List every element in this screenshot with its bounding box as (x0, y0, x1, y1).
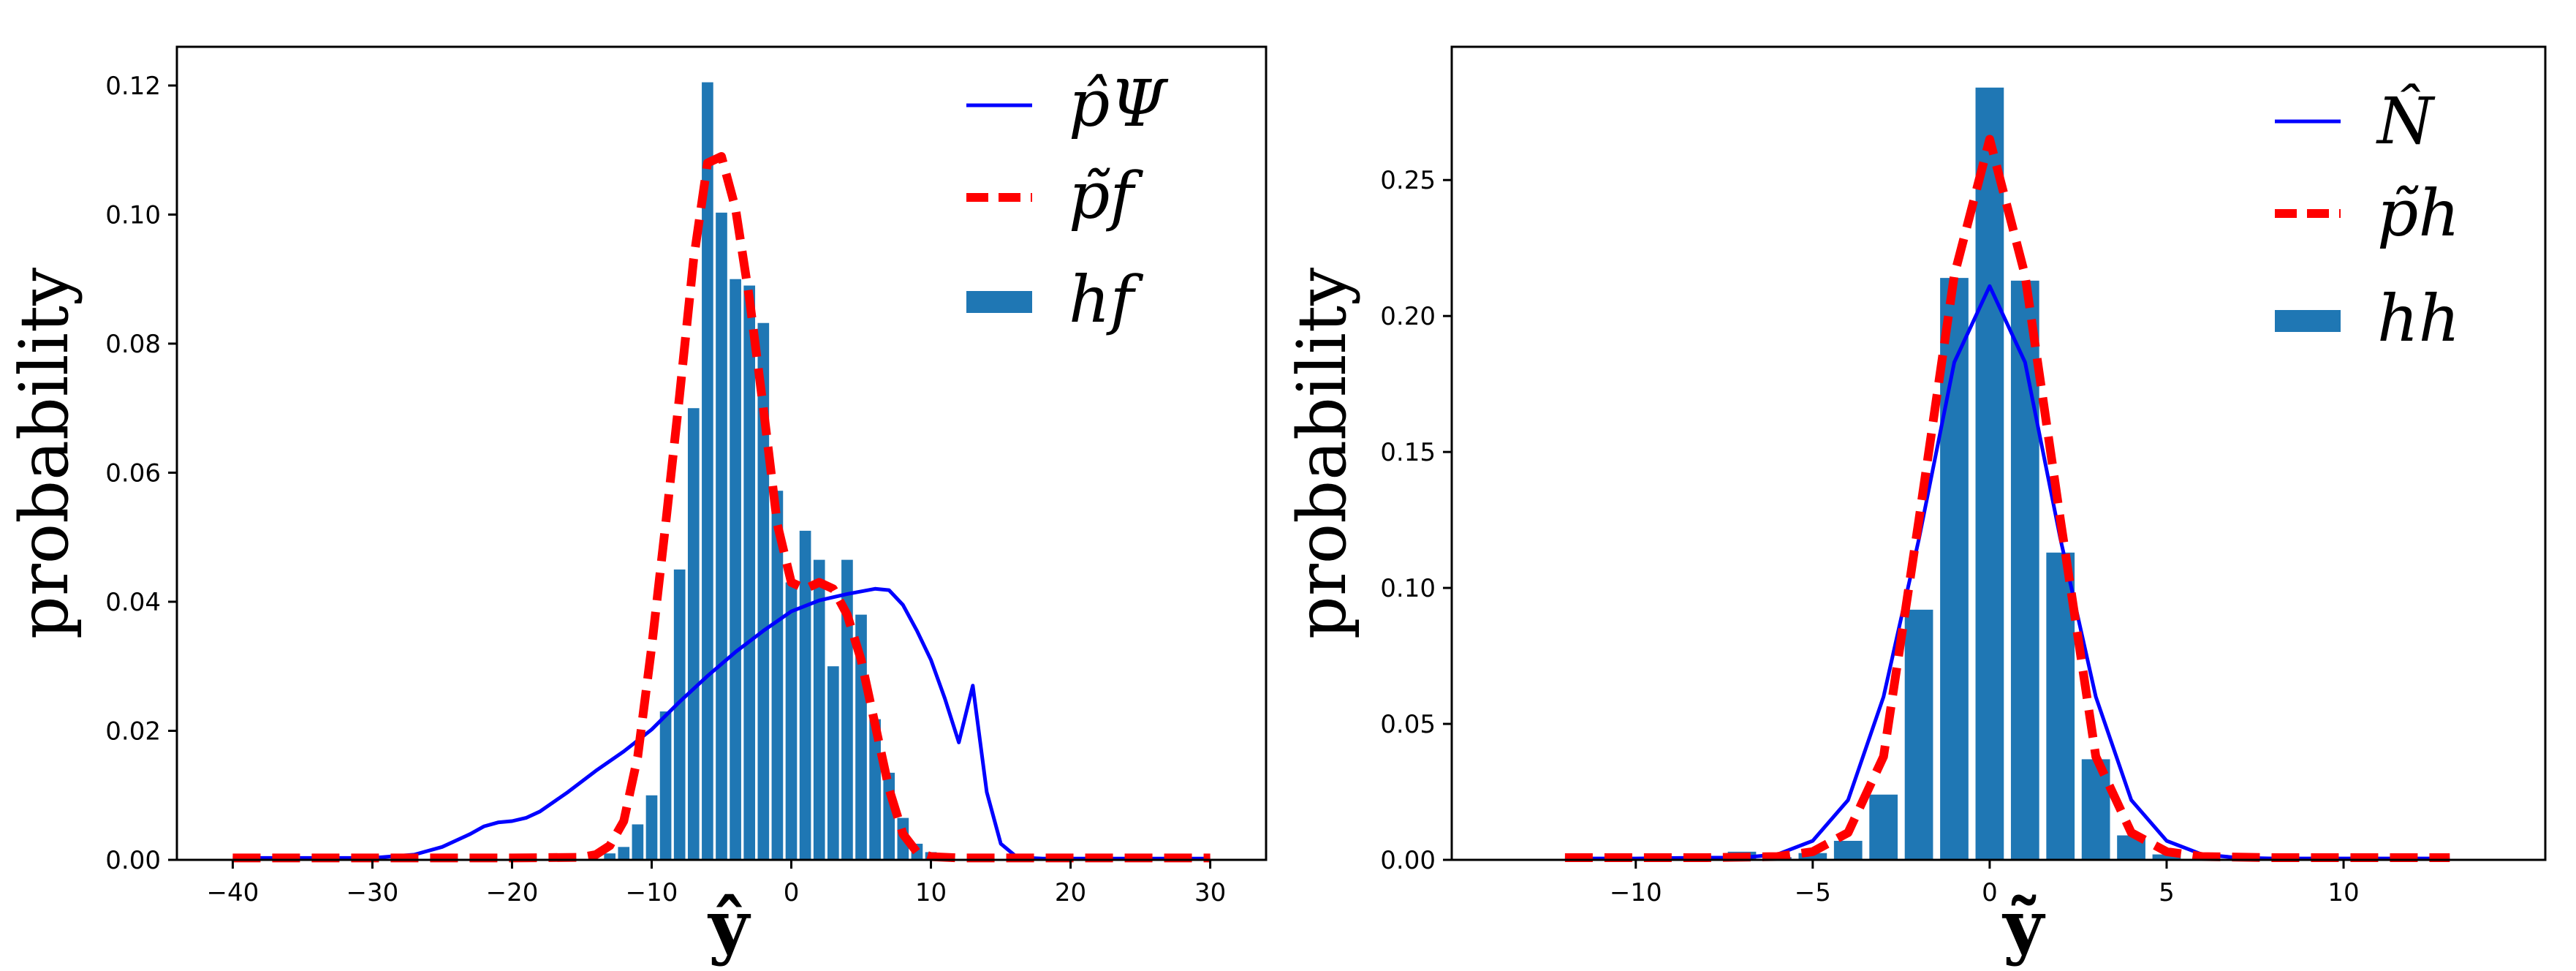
right-axes-frame (1450, 45, 2547, 861)
y-tick-label: 0.00 (105, 846, 161, 875)
left-line-p-tilde-f (232, 152, 1211, 863)
right-legend-patch-h-h (2275, 310, 2341, 332)
histogram-bar (632, 824, 644, 860)
y-tick-label: 0.04 (105, 588, 161, 617)
histogram-bar (799, 530, 811, 860)
left-y-ticks: 0.00 0.02 0.04 0.06 0.08 0.10 0.12 (105, 72, 177, 875)
histogram-bar (1833, 840, 1863, 860)
histogram-bar (687, 408, 700, 860)
right-y-axis-label: probability (1283, 268, 1361, 639)
y-tick-label: 0.20 (1380, 302, 1436, 331)
right-legend: N̂ p̃h hh (2275, 83, 2460, 356)
histogram-bar (618, 847, 630, 860)
left-axes-frame (175, 45, 1268, 861)
left-y-axis-label: probability (5, 268, 83, 639)
right-y-ticks: 0.00 0.05 0.10 0.15 0.20 0.25 (1380, 166, 1452, 875)
x-tick-label: −20 (486, 878, 539, 907)
x-tick-label: 10 (2327, 878, 2359, 907)
x-tick-label: −10 (626, 878, 678, 907)
right-x-axis-label: ỹ (2001, 885, 2046, 967)
histogram-bar (771, 491, 784, 860)
right-chart: −10 −5 0 5 10 0.00 0.05 0.10 0.15 0.20 0.25 proba… (1283, 45, 2547, 967)
y-tick-label: 0.00 (1380, 846, 1436, 875)
y-tick-label: 0.12 (105, 72, 161, 101)
x-tick-label: 5 (2159, 878, 2175, 907)
histogram-bar (1798, 853, 1827, 860)
histogram-bar (730, 279, 741, 860)
right-line-p-tilde-h (1564, 135, 2450, 862)
left-legend-label-p-psi: p̂Ψ (1069, 66, 1169, 141)
right-legend-label-h-h: hh (2377, 281, 2460, 356)
histogram-bar (604, 853, 616, 860)
y-tick-label: 0.08 (105, 330, 161, 359)
histogram-bar (2010, 280, 2039, 860)
y-tick-label: 0.05 (1380, 710, 1436, 739)
y-tick-label: 0.02 (105, 717, 161, 746)
histogram-bar (673, 569, 686, 860)
histogram-bar (757, 322, 770, 860)
histogram-bar (1975, 87, 2004, 861)
histogram-bar (645, 795, 658, 860)
y-tick-label: 0.15 (1380, 438, 1436, 467)
y-tick-label: 0.10 (105, 200, 161, 230)
histogram-bar (702, 82, 713, 861)
x-tick-label: 30 (1194, 878, 1226, 907)
x-tick-label: −5 (1795, 878, 1831, 907)
histogram-bar (2081, 759, 2110, 860)
left-legend-label-h-f: hf (1069, 262, 1144, 337)
histogram-bar (2152, 854, 2181, 860)
left-x-axis-label: ŷ (707, 885, 751, 967)
y-tick-label: 0.10 (1380, 574, 1436, 603)
histogram-bar (743, 285, 756, 860)
histogram-bar (1940, 278, 1969, 861)
left-line-p-psi (232, 586, 1211, 861)
histogram-bar (1904, 609, 1933, 860)
right-legend-label-n-hat: N̂ (2376, 83, 2436, 159)
histogram-bar (659, 711, 672, 860)
histogram-bar (827, 666, 839, 860)
histogram-bar (716, 212, 727, 860)
histogram-bar (785, 582, 798, 860)
left-legend-label-p-tilde-f: p̃f (1069, 158, 1143, 233)
left-histogram-bars (604, 82, 951, 861)
y-tick-label: 0.25 (1380, 166, 1436, 195)
histogram-bar (1869, 794, 1898, 860)
x-tick-label: 0 (784, 878, 800, 907)
x-tick-label: −30 (346, 878, 399, 907)
right-legend-label-p-tilde-h: p̃h (2377, 175, 2460, 251)
left-chart: −40 −30 −20 −10 0 10 20 30 0.00 0.02 0.04 0.06 0.08… (5, 45, 1268, 967)
x-tick-label: 20 (1055, 878, 1086, 907)
right-line-n-hat (1564, 284, 2450, 861)
left-legend: p̂Ψ p̃f hf (966, 66, 1169, 337)
x-tick-label: −10 (1610, 878, 1662, 907)
x-tick-label: 10 (915, 878, 947, 907)
y-tick-label: 0.06 (105, 458, 161, 488)
left-legend-patch-h-f (966, 291, 1032, 313)
x-tick-label: −40 (207, 878, 260, 907)
histogram-bar (813, 559, 825, 860)
left-x-ticks: −40 −30 −20 −10 0 10 20 30 (207, 860, 1226, 907)
x-tick-label: 0 (1982, 878, 1998, 907)
right-x-ticks: −10 −5 0 5 10 (1610, 860, 2360, 907)
histogram-bar (841, 559, 853, 860)
